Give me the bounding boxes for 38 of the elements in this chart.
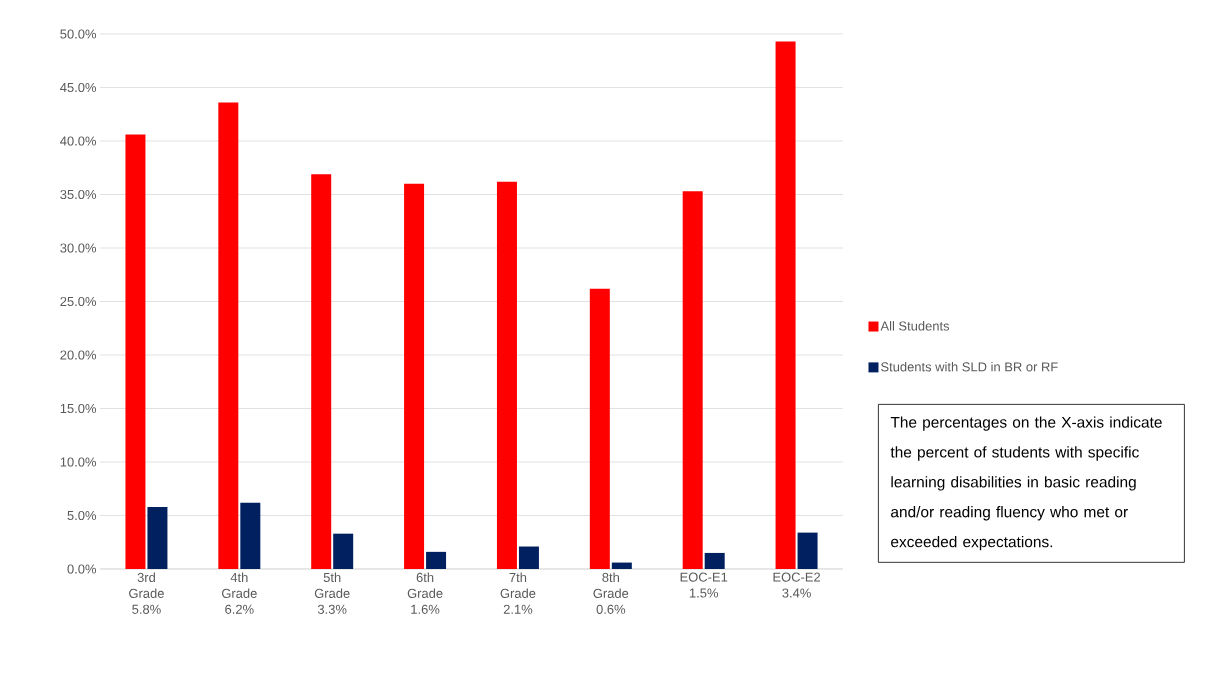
y-tick-label: 10.0% <box>60 457 97 467</box>
y-tick-label: 25.0% <box>60 296 97 307</box>
x-tick-label: 7th Grade 2.1% <box>500 572 536 614</box>
x-tick-label: EOC-E2 3.4% <box>773 572 821 598</box>
legend-label: All Students <box>880 321 950 331</box>
bar <box>333 533 354 569</box>
bar <box>125 134 146 569</box>
bar <box>404 183 425 569</box>
y-tick-label: 20.0% <box>60 350 97 360</box>
text: The percentages on the X-axis indicate the percent of students with specific learning disabilities in basic reading and/or reading fluency who met or exceeded expectations. <box>890 416 1162 551</box>
bar <box>496 181 517 569</box>
x-tick-label: 6th Grade 1.6% <box>407 572 443 614</box>
y-tick-label: 5.0% <box>67 510 97 521</box>
y-tick-label: 30.0% <box>60 243 97 253</box>
bar <box>147 506 168 569</box>
y-tick-label: 45.0% <box>60 82 97 93</box>
bar <box>518 546 539 569</box>
x-tick-label: 5th Grade 3.3% <box>314 572 350 614</box>
y-tick-label: 35.0% <box>60 189 97 200</box>
x-tick-label: 4th Grade 6.2% <box>221 572 257 614</box>
legend-label: Students with SLD in BR or RF <box>881 361 1058 372</box>
bar <box>682 191 703 569</box>
x-tick-label: EOC-E1 1.5% <box>680 572 728 598</box>
x-tick-label: 8th Grade 0.6% <box>593 572 629 614</box>
bar <box>589 288 610 569</box>
x-tick-label: 3rd Grade 5.8% <box>129 572 164 614</box>
bar <box>611 562 632 569</box>
bar <box>240 502 261 569</box>
y-tick-label: 40.0% <box>60 136 97 146</box>
y-tick-label: 15.0% <box>60 403 97 414</box>
bar <box>218 102 239 569</box>
bar <box>311 174 332 569</box>
y-tick-label: 0.0% <box>67 564 97 574</box>
bar <box>775 41 796 569</box>
y-tick-label: 50.0% <box>60 29 97 39</box>
bar <box>704 552 725 569</box>
bar <box>797 532 818 569</box>
bar <box>426 551 447 569</box>
